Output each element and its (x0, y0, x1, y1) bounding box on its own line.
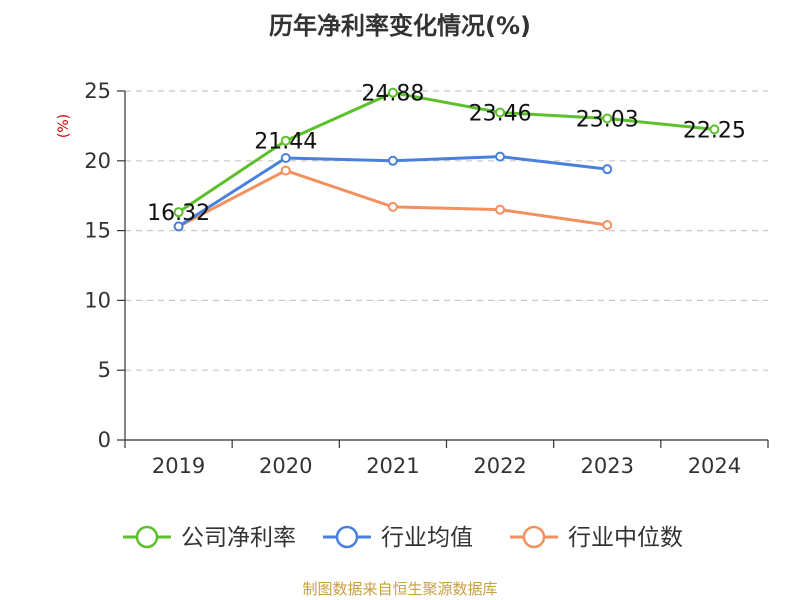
data-label: 23.03 (576, 108, 639, 133)
data-point (280, 135, 291, 146)
legend-label: 公司净利率 (181, 525, 296, 551)
data-point (709, 124, 720, 135)
series-lines (173, 87, 720, 232)
x-tick-label: 2019 (152, 454, 205, 478)
data-point (495, 151, 506, 162)
series-line (177, 169, 608, 228)
data-point (387, 155, 398, 166)
x-tick-label: 2023 (581, 454, 634, 478)
data-label: 21.44 (254, 130, 317, 155)
y-tick-label: 25 (84, 79, 111, 103)
data-point (280, 153, 291, 164)
grid-lines (125, 90, 768, 371)
legend-marker (335, 525, 359, 549)
legend-label: 行业均值 (381, 525, 473, 551)
data-point (280, 165, 291, 176)
data-point (387, 201, 398, 212)
data-label: 24.88 (361, 82, 424, 107)
data-label: 23.46 (469, 101, 532, 126)
data-label: 16.32 (147, 201, 210, 226)
data-point (602, 220, 613, 231)
y-tick-label: 5 (98, 358, 111, 382)
y-tick-label: 10 (84, 288, 111, 312)
x-tick-label: 2022 (473, 454, 526, 478)
y-tick-label: 20 (84, 149, 111, 173)
axes: 0 5 10 15 20 25 2019 2020 2021 2022 2023 2024 (%) (56, 79, 769, 478)
data-point (173, 221, 184, 232)
x-tick-label: 2024 (688, 454, 741, 478)
data-point (495, 107, 506, 118)
data-label: 22.25 (683, 118, 746, 143)
legend: 公司净利率 行业均值 行业中位数 (123, 525, 683, 551)
data-point (602, 113, 613, 124)
y-axis-label: (%) (56, 114, 72, 138)
legend-marker (135, 525, 159, 549)
data-point (602, 164, 613, 175)
series-line (177, 91, 715, 214)
source-note: 制图数据来自恒生聚源数据库 (302, 580, 498, 598)
x-tick-label: 2021 (366, 454, 419, 478)
legend-label: 行业中位数 (568, 525, 683, 551)
y-tick-label: 15 (84, 219, 111, 243)
x-tick-label: 2020 (259, 454, 312, 478)
chart-title: 历年净利率变化情况(%) (269, 12, 531, 40)
data-point (495, 204, 506, 215)
data-labels: 16.32 21.44 24.88 23.46 23.03 22.25 (147, 82, 746, 226)
data-point (387, 87, 398, 98)
legend-marker (522, 525, 546, 549)
y-tick-label: 0 (98, 428, 111, 452)
data-point (173, 207, 184, 218)
